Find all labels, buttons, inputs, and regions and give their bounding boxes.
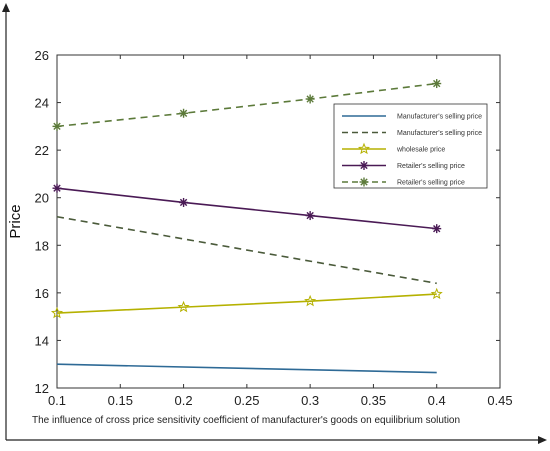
- y-arrow-icon: [2, 3, 10, 12]
- legend-label: Retailer's selling price: [397, 180, 465, 187]
- asterisk-marker: [305, 211, 315, 221]
- y-tick-label: 18: [35, 238, 49, 253]
- legend-item: Retailer's selling price: [342, 161, 465, 170]
- asterisk-marker: [52, 183, 62, 193]
- legend-item: Retailer's selling price: [342, 177, 465, 187]
- y-tick-label: 14: [35, 333, 49, 348]
- asterisk-marker: [359, 177, 369, 187]
- asterisk-marker: [432, 79, 442, 89]
- asterisk-marker: [52, 121, 62, 131]
- series-line: [56, 82, 437, 128]
- star-marker: [430, 287, 443, 300]
- chart-caption: The influence of cross price sensitivity…: [32, 415, 460, 426]
- x-tick-label: 0.35: [361, 393, 386, 408]
- x-tick-label: 0.1: [48, 393, 66, 408]
- series-layer: [50, 79, 443, 374]
- outer-axes: [2, 3, 547, 444]
- legend-label: Manufacturer's selling price: [397, 130, 482, 137]
- x-tick-label: 0.3: [301, 393, 319, 408]
- y-tick-label: 22: [35, 143, 49, 158]
- legend-label: Retailer's selling price: [397, 163, 465, 170]
- star-marker: [357, 142, 371, 155]
- y-tick-label: 16: [35, 286, 49, 301]
- y-tick-label: 26: [35, 48, 49, 63]
- star-marker: [304, 294, 317, 307]
- x-tick-label: 0.4: [428, 393, 446, 408]
- series-2: [50, 287, 443, 319]
- asterisk-marker: [359, 161, 369, 170]
- legend-item: Manufacturer's selling price: [342, 130, 482, 137]
- series-3: [52, 183, 442, 234]
- legend-label: Manufacturer's selling price: [397, 114, 482, 121]
- legend: Manufacturer's selling price Manufacturer…: [333, 103, 488, 189]
- asterisk-marker: [179, 108, 189, 118]
- asterisk-marker: [432, 224, 442, 234]
- series-4: [52, 79, 442, 131]
- plot-frame: [56, 54, 501, 389]
- x-arrow-icon: [538, 436, 547, 444]
- series-line: [56, 293, 437, 314]
- star-marker: [50, 306, 64, 319]
- x-tick-label: 0.15: [108, 393, 133, 408]
- tick-layer: 0.1 0.15 0.2 0.25 0.3 0.35 0.4 0.45 12 14 16 18 20 22…: [35, 48, 513, 408]
- y-tick-label: 20: [35, 191, 49, 206]
- legend-label: wholesale price: [396, 147, 445, 154]
- asterisk-marker: [179, 197, 189, 207]
- x-tick-label: 0.2: [175, 393, 193, 408]
- series-0: [56, 363, 437, 374]
- series-1: [56, 215, 437, 285]
- series-line: [56, 363, 437, 374]
- y-axis-title: Price: [7, 204, 24, 238]
- legend-item: wholesale price: [342, 142, 445, 155]
- y-tick-label: 12: [35, 381, 49, 396]
- asterisk-marker: [305, 94, 315, 104]
- x-tick-label: 0.45: [487, 393, 512, 408]
- legend-item: Manufacturer's selling price: [342, 114, 482, 121]
- legend-box: [333, 103, 488, 189]
- x-tick-label: 0.25: [234, 393, 259, 408]
- series-line: [56, 187, 437, 230]
- series-line: [56, 215, 437, 285]
- y-tick-label: 24: [35, 96, 49, 111]
- star-marker: [177, 300, 190, 313]
